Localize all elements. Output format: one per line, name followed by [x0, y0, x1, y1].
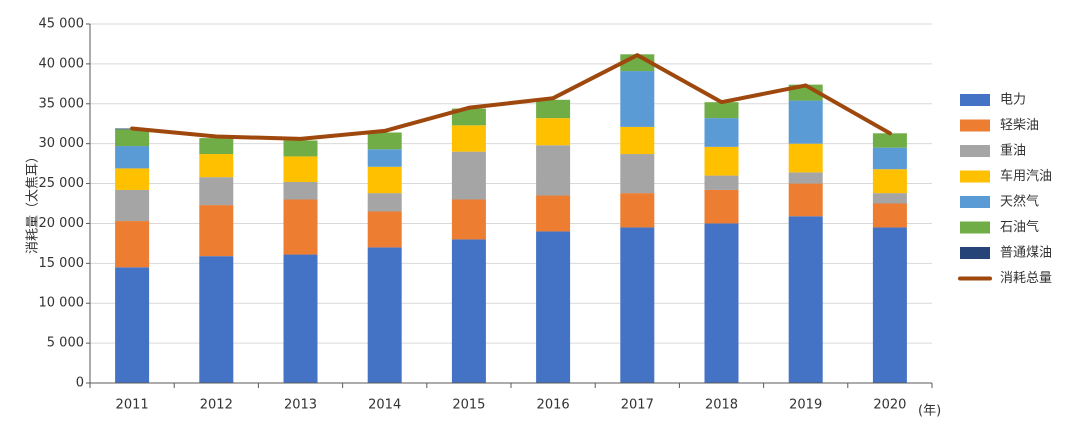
bar-segment: [788, 143, 823, 173]
x-tick-label: 2020: [873, 398, 906, 413]
bar-segment: [115, 129, 150, 147]
x-tick-label: 2011: [116, 398, 149, 413]
bar-segment: [367, 132, 402, 150]
legend-swatch: [960, 145, 990, 157]
bars: [115, 54, 907, 383]
bar-segment: [620, 227, 655, 383]
bar-segment: [451, 199, 486, 240]
bar-segment: [115, 267, 150, 383]
bar-segment: [367, 211, 402, 248]
bar-segment: [451, 108, 486, 126]
bar-segment: [451, 151, 486, 200]
x-tick-label: 2017: [621, 398, 654, 413]
total-line-layer: [130, 53, 892, 141]
legend-label: 车用汽油: [1000, 168, 1052, 184]
bar-segment: [115, 168, 150, 190]
y-tick-label: 20 000: [39, 216, 85, 231]
legend-label: 消耗总量: [1000, 271, 1052, 286]
bar-segment: [283, 156, 318, 182]
legend-label: 天然气: [1000, 194, 1039, 210]
y-tick-label: 30 000: [39, 136, 85, 151]
x-tick-label: 2015: [452, 398, 485, 413]
bar-segment: [704, 146, 739, 176]
legend-label: 轻柴油: [1000, 118, 1039, 133]
bar-segment: [115, 189, 150, 222]
x-tick-label: 2012: [200, 398, 233, 413]
bar-segment: [704, 223, 739, 383]
legend-swatch: [960, 170, 990, 183]
y-tick-label: 0: [76, 376, 84, 391]
y-tick-label: 5 000: [47, 336, 84, 351]
y-tick-label: 45 000: [39, 17, 85, 32]
bar-segment: [199, 256, 234, 383]
bar-segment: [536, 145, 571, 196]
total-line: [130, 53, 892, 141]
bar-segment: [788, 183, 823, 217]
bar-segment: [536, 195, 571, 232]
bar-segment: [872, 203, 907, 228]
y-tick-label: 40 000: [39, 56, 85, 71]
bar-segment: [704, 189, 739, 224]
y-tick-label: 10 000: [39, 296, 85, 311]
axes: 0 5 000 10 000 15 000 20 000 25 000 30 000 35 0…: [39, 17, 933, 413]
legend-label: 电力: [1000, 93, 1026, 108]
bar-segment: [199, 154, 234, 178]
bar-segment: [536, 99, 571, 119]
bar-segment: [788, 100, 823, 144]
bar-segment: [115, 146, 150, 169]
bar-segment: [536, 118, 571, 146]
bar-segment: [199, 205, 234, 257]
x-tick-label: 2019: [789, 398, 822, 413]
bar-segment: [704, 102, 739, 119]
bar-segment: [199, 138, 234, 155]
x-tick-label: 2013: [284, 398, 317, 413]
bar-segment: [788, 172, 823, 184]
bar-segment: [620, 126, 655, 155]
bar-segment: [283, 181, 318, 200]
legend-swatch: [960, 221, 990, 234]
legend-label: 重油: [1000, 143, 1026, 159]
bar-segment: [872, 193, 907, 204]
y-tick-label: 35 000: [39, 96, 85, 111]
legend-label: 普通煤油: [1000, 246, 1052, 261]
x-axis-unit: (年): [918, 404, 941, 419]
bar-segment: [872, 147, 907, 170]
y-tick-label: 25 000: [39, 176, 85, 191]
bar-segment: [620, 154, 655, 194]
bar-segment: [367, 149, 402, 167]
bar-segment: [620, 71, 655, 127]
x-tick-label: 2018: [705, 398, 738, 413]
x-tick-label: 2016: [537, 398, 570, 413]
bar-segment: [199, 177, 234, 206]
legend-swatch: [960, 196, 990, 208]
bar-segment: [283, 140, 318, 157]
bar-segment: [704, 118, 739, 147]
legend-label: 石油气: [1000, 219, 1039, 235]
legend-swatch: [960, 94, 990, 106]
bar-segment: [788, 216, 823, 383]
bar-segment: [283, 254, 318, 383]
bar-segment: [367, 166, 402, 194]
bar-segment: [620, 193, 655, 228]
bar-segment: [451, 239, 486, 383]
legend-swatch: [960, 119, 990, 132]
legend-swatch: [960, 247, 990, 259]
bar-segment: [872, 133, 907, 148]
x-tick-label: 2014: [368, 398, 401, 413]
bar-segment: [367, 247, 402, 383]
y-axis-label: 消耗量（太焦耳）: [26, 150, 41, 254]
bar-segment: [872, 227, 907, 383]
bar-segment: [704, 175, 739, 190]
bar-segment: [872, 169, 907, 194]
y-tick-label: 15 000: [39, 256, 85, 271]
bar-segment: [367, 193, 402, 212]
bar-segment: [536, 231, 571, 383]
bar-segment: [451, 125, 486, 152]
bar-segment: [115, 221, 150, 268]
bar-segment: [283, 199, 318, 255]
